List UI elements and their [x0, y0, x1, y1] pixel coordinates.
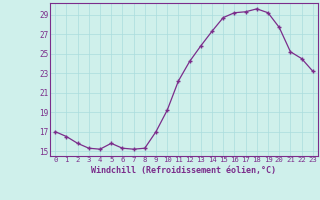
X-axis label: Windchill (Refroidissement éolien,°C): Windchill (Refroidissement éolien,°C): [92, 166, 276, 175]
